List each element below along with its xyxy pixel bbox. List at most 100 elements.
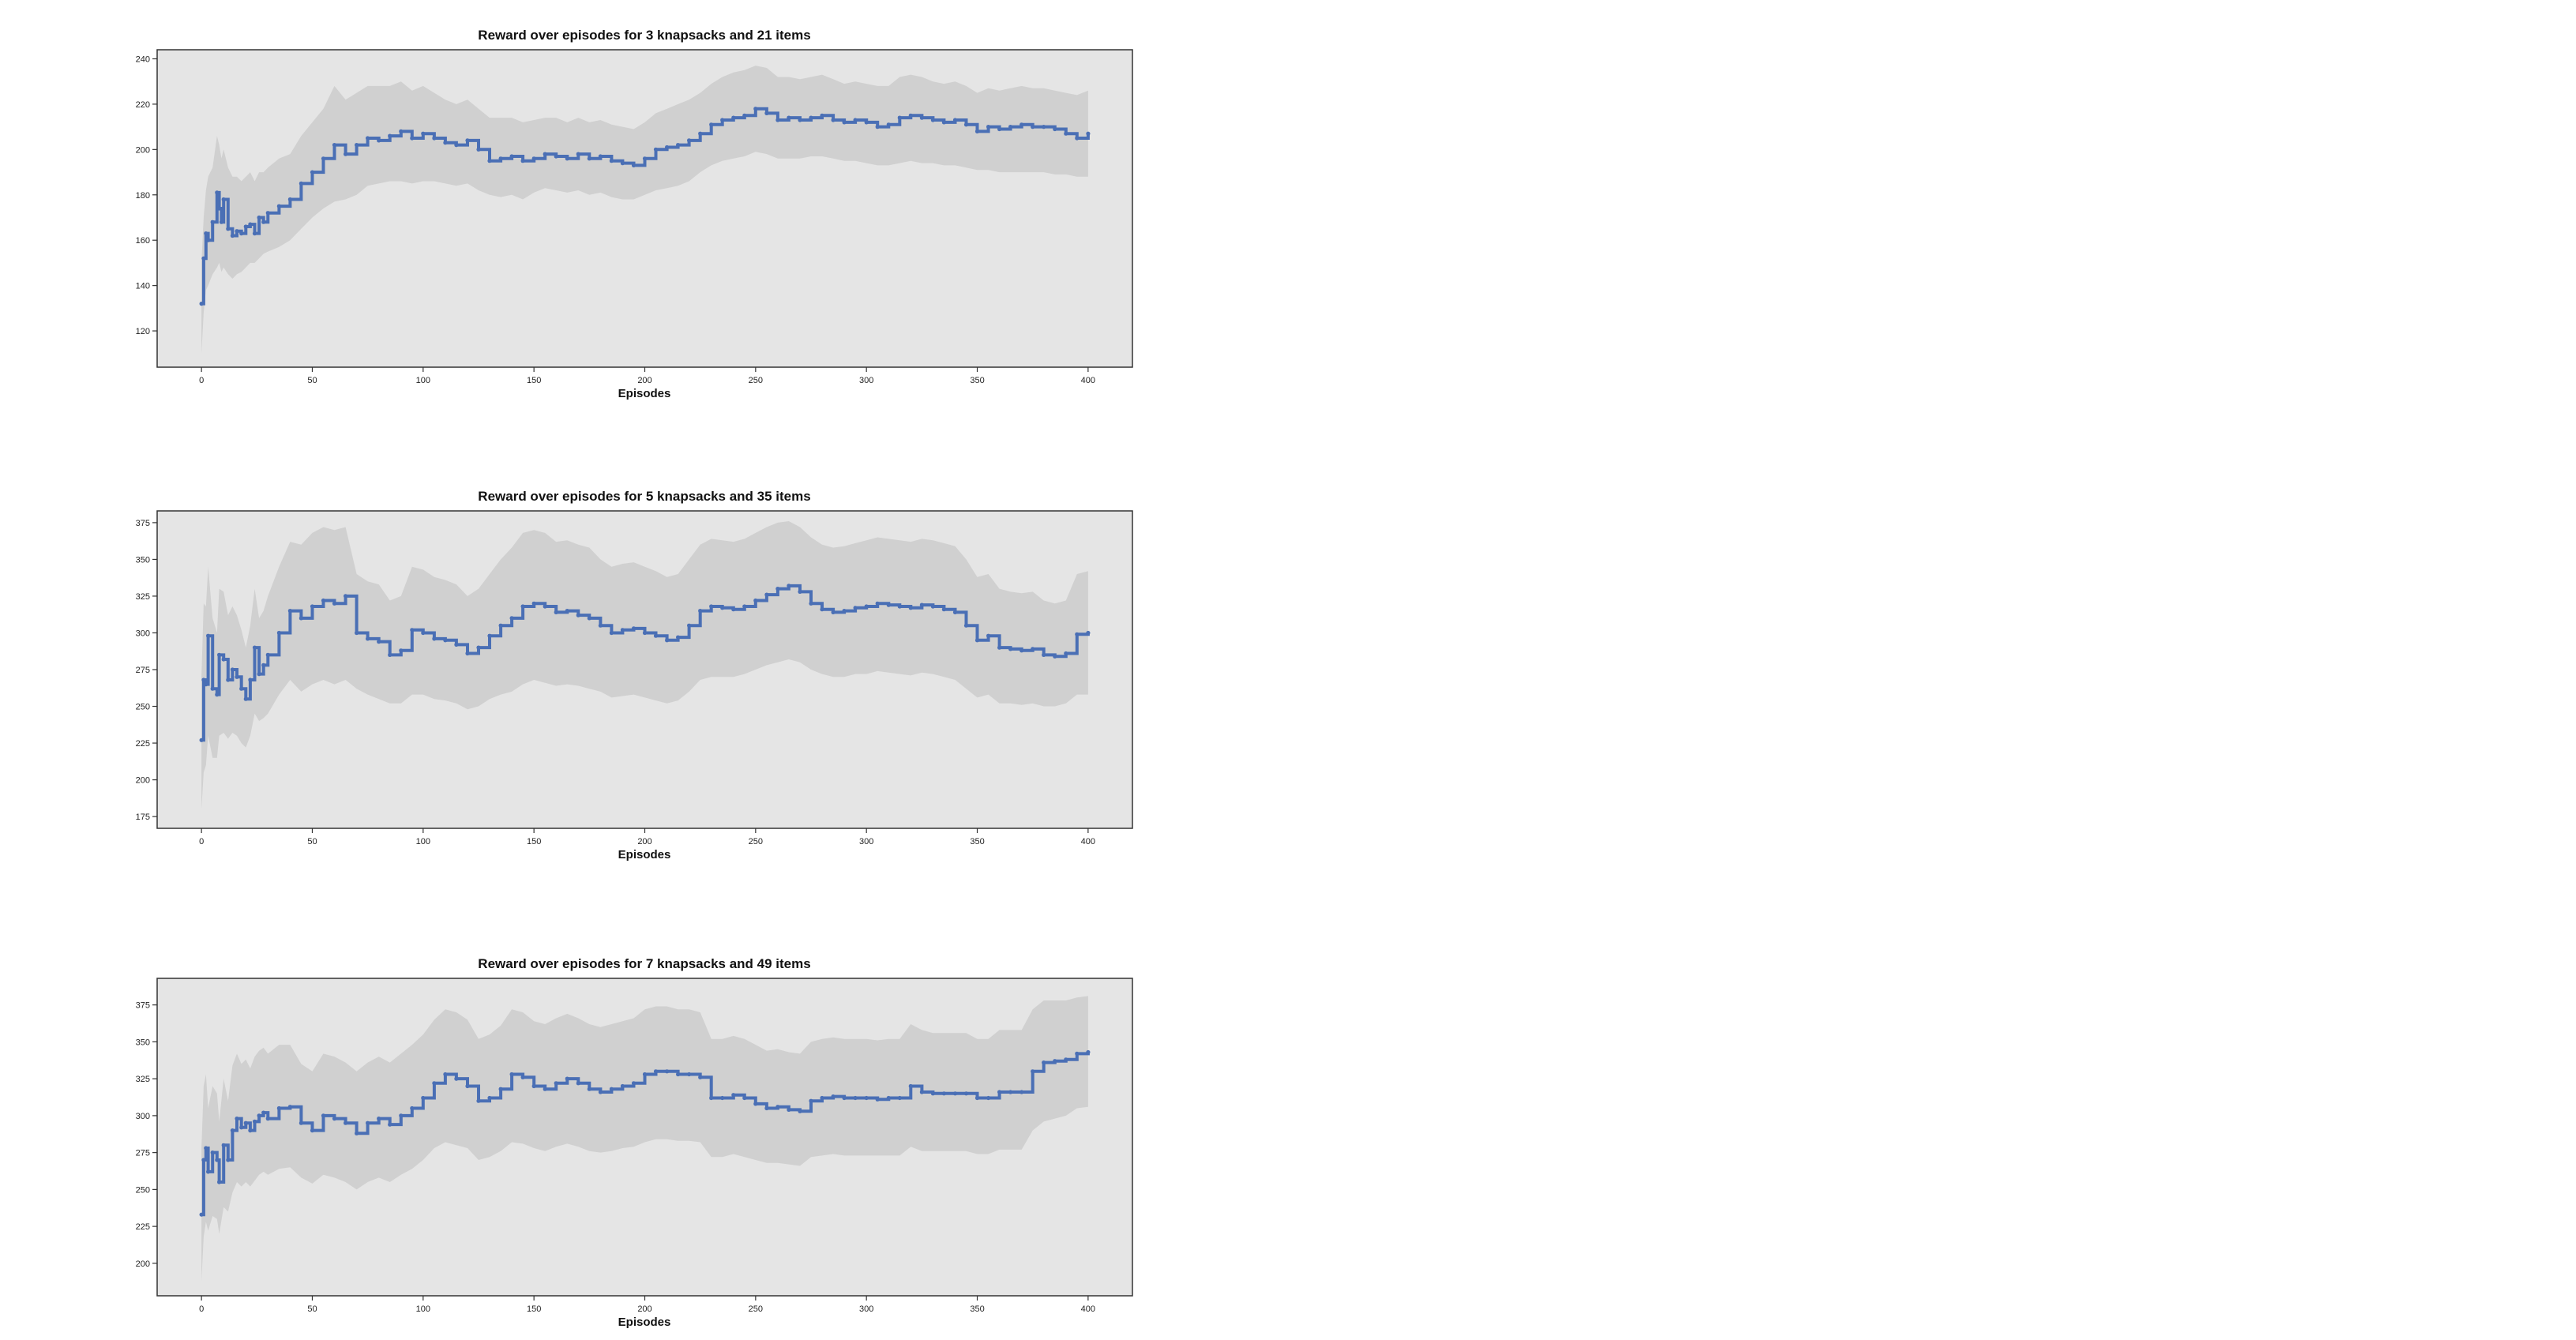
y-tick-label: 200 — [136, 145, 150, 155]
data-point — [1064, 651, 1068, 656]
data-point — [587, 1087, 591, 1091]
data-point — [217, 206, 222, 211]
confidence-band-area — [201, 521, 1088, 809]
data-point — [243, 1120, 248, 1125]
data-point — [897, 115, 902, 120]
data-point — [257, 672, 261, 677]
data-point — [831, 610, 836, 615]
data-point — [410, 136, 415, 141]
x-tick-label: 50 — [307, 1304, 317, 1314]
confidence-band — [201, 996, 1088, 1282]
data-point — [753, 1102, 758, 1106]
data-point — [908, 606, 913, 610]
data-point — [199, 302, 204, 306]
data-point — [257, 215, 261, 220]
x-tick-label: 200 — [637, 1304, 652, 1314]
data-point — [276, 1105, 281, 1111]
data-point — [831, 118, 836, 122]
data-point — [720, 118, 725, 122]
data-point — [853, 118, 858, 122]
data-point — [201, 1158, 206, 1162]
y-tick-label: 350 — [136, 1038, 150, 1047]
x-axis-ticks: 0 50 100 150 200 250 300 350 400 — [199, 367, 1095, 385]
x-tick-label: 150 — [527, 837, 541, 846]
data-point — [377, 138, 381, 143]
data-point — [775, 1105, 780, 1109]
data-point — [653, 1069, 659, 1074]
data-point — [820, 113, 824, 118]
data-point — [598, 154, 603, 159]
x-tick-label: 50 — [307, 376, 317, 385]
data-point — [257, 1113, 261, 1118]
y-tick-label: 225 — [136, 1222, 150, 1232]
data-point — [221, 657, 226, 662]
y-tick-label: 375 — [136, 1001, 150, 1011]
data-point — [520, 159, 525, 163]
data-point — [842, 120, 847, 125]
data-point — [764, 111, 769, 115]
x-tick-label: 300 — [859, 837, 873, 846]
data-point — [210, 220, 215, 224]
reward-line — [201, 107, 1090, 306]
data-point — [687, 623, 692, 628]
data-point — [1020, 122, 1024, 127]
data-point — [388, 133, 392, 138]
data-point — [1008, 647, 1013, 651]
data-point — [1031, 125, 1035, 129]
data-point — [215, 693, 220, 697]
data-point — [217, 652, 222, 658]
data-point — [698, 609, 703, 614]
reward-points — [199, 1049, 1091, 1217]
data-point — [653, 147, 659, 152]
x-tick-label: 250 — [749, 1304, 763, 1314]
data-point — [235, 229, 239, 234]
data-point — [665, 1069, 670, 1074]
y-tick-label: 275 — [136, 1149, 150, 1158]
data-point — [742, 604, 747, 609]
data-point — [809, 601, 813, 606]
data-point — [642, 156, 648, 161]
data-point — [1064, 131, 1068, 136]
data-point — [1008, 1090, 1013, 1094]
data-point — [210, 686, 215, 691]
data-point — [310, 604, 315, 609]
data-point — [1086, 630, 1091, 636]
data-point — [565, 156, 569, 161]
data-point — [576, 613, 580, 617]
data-point — [731, 1093, 736, 1098]
x-tick-label: 350 — [970, 1304, 984, 1314]
data-point — [986, 1095, 991, 1101]
y-tick-label: 350 — [136, 555, 150, 565]
data-point — [1008, 125, 1013, 129]
data-point — [509, 616, 514, 621]
data-point — [598, 1090, 603, 1094]
data-point — [443, 141, 448, 145]
chart-panel-2: Reward over episodes for 5 knapsacks and… — [136, 489, 1133, 861]
data-point — [1086, 1049, 1091, 1055]
data-point — [476, 645, 481, 650]
x-axis-label: Episodes — [618, 387, 671, 400]
data-point — [465, 1083, 470, 1089]
data-point — [321, 1113, 326, 1118]
data-point — [620, 1083, 625, 1089]
data-point — [576, 152, 580, 156]
data-point — [520, 604, 525, 609]
data-point — [963, 1091, 969, 1096]
reward-points — [199, 107, 1091, 306]
data-point — [531, 601, 536, 606]
x-tick-label: 150 — [527, 376, 541, 385]
data-point — [248, 678, 253, 682]
data-point — [276, 204, 281, 208]
data-point — [217, 1180, 222, 1184]
data-point — [221, 197, 226, 202]
x-axis-ticks: 0 50 100 150 200 250 300 350 400 — [199, 1296, 1095, 1314]
y-tick-label: 250 — [136, 1185, 150, 1195]
y-tick-label: 275 — [136, 666, 150, 675]
x-tick-label: 400 — [1081, 376, 1095, 385]
data-point — [388, 1122, 392, 1127]
data-point — [820, 1095, 824, 1101]
x-tick-label: 250 — [749, 837, 763, 846]
data-point — [1053, 126, 1057, 132]
data-point — [709, 1095, 714, 1101]
data-point — [787, 1107, 791, 1112]
